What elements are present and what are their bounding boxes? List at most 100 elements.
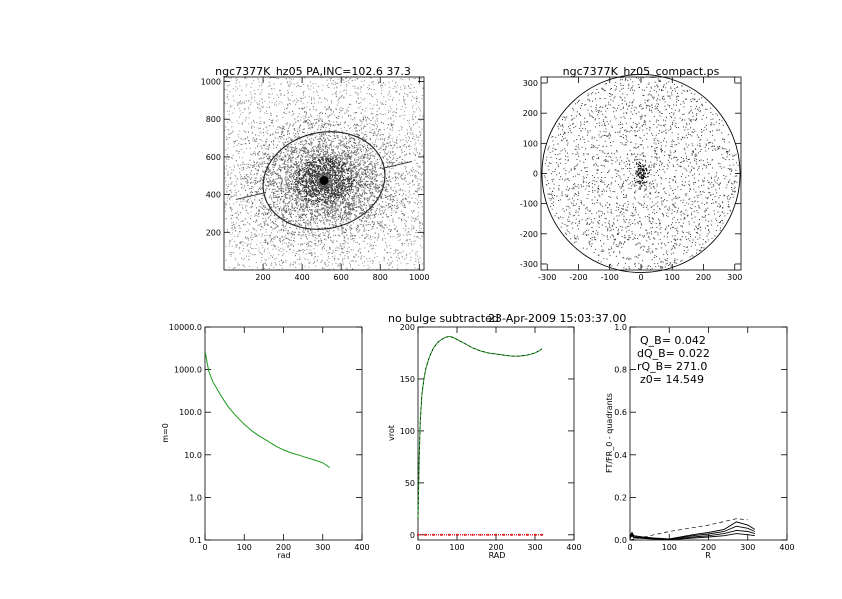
panel1-noise-pixel bbox=[342, 136, 343, 137]
panel1-noise-pixel bbox=[311, 117, 312, 118]
panel1-noise-pixel bbox=[284, 95, 285, 96]
panel1-galaxy-pixel bbox=[379, 209, 380, 210]
panel1-noise-pixel bbox=[258, 128, 259, 129]
panel1-noise-pixel bbox=[305, 161, 306, 162]
panel1-galaxy-pixel bbox=[320, 199, 321, 200]
panel1-galaxy-pixel bbox=[406, 171, 407, 172]
panel1-noise-pixel bbox=[338, 79, 339, 80]
panel1-noise-pixel bbox=[294, 241, 295, 242]
panel1-noise-pixel bbox=[374, 257, 375, 258]
panel1-noise-pixel bbox=[234, 108, 235, 109]
panel1-galaxy-pixel bbox=[325, 194, 326, 195]
panel1-noise-pixel bbox=[364, 228, 365, 229]
panel1-galaxy-pixel bbox=[255, 178, 256, 179]
panel1-noise-pixel bbox=[316, 91, 317, 92]
panel1-noise-pixel bbox=[414, 202, 415, 203]
panel1-galaxy-pixel bbox=[269, 197, 270, 198]
panel1-galaxy-pixel bbox=[382, 210, 383, 211]
panel1-noise-pixel bbox=[266, 229, 267, 230]
panel1-noise-pixel bbox=[317, 259, 318, 260]
panel1-noise-pixel bbox=[261, 204, 262, 205]
panel1-galaxy-pixel bbox=[369, 190, 370, 191]
panel1-noise-pixel bbox=[378, 82, 379, 83]
panel1-galaxy-pixel bbox=[380, 225, 381, 226]
panel1-noise-pixel bbox=[253, 120, 254, 121]
panel1-noise-pixel bbox=[338, 182, 339, 183]
panel1-noise-pixel bbox=[266, 163, 267, 164]
panel1-noise-pixel bbox=[396, 192, 397, 193]
panel1-galaxy-pixel bbox=[324, 239, 325, 240]
panel1-noise-pixel bbox=[291, 138, 292, 139]
panel1-galaxy-pixel bbox=[349, 150, 350, 151]
panel1-noise-pixel bbox=[370, 161, 371, 162]
panel1-galaxy-pixel bbox=[347, 173, 348, 174]
panel1-noise-pixel bbox=[341, 149, 342, 150]
panel1-galaxy-pixel bbox=[323, 246, 324, 247]
panel1-galaxy-pixel bbox=[311, 127, 312, 128]
panel1-galaxy-pixel bbox=[346, 219, 347, 220]
panel1-noise-pixel bbox=[420, 78, 421, 79]
panel1-noise-pixel bbox=[389, 142, 390, 143]
panel1-noise-pixel bbox=[231, 215, 232, 216]
panel1-noise-pixel bbox=[236, 151, 237, 152]
panel1-galaxy-pixel bbox=[310, 241, 311, 242]
panel1-noise-pixel bbox=[286, 223, 287, 224]
panel1-galaxy-pixel bbox=[340, 205, 341, 206]
panel1-noise-pixel bbox=[395, 91, 396, 92]
panel1-noise-pixel bbox=[276, 116, 277, 117]
panel1-noise-pixel bbox=[286, 243, 287, 244]
panel1-noise-pixel bbox=[354, 154, 355, 155]
panel1-noise-pixel bbox=[327, 85, 328, 86]
panel1-galaxy-pixel bbox=[351, 155, 352, 156]
panel1-noise-pixel bbox=[389, 93, 390, 94]
panel1-galaxy-pixel bbox=[249, 143, 250, 144]
panel1-noise-pixel bbox=[299, 126, 300, 127]
panel1-galaxy-pixel bbox=[319, 154, 320, 155]
panel1-noise-pixel bbox=[261, 188, 262, 189]
panel1-noise-pixel bbox=[262, 152, 263, 153]
panel1-noise-pixel bbox=[242, 245, 243, 246]
panel1-noise-pixel bbox=[417, 178, 418, 179]
panel1-galaxy-pixel bbox=[271, 185, 272, 186]
panel1-galaxy-pixel bbox=[375, 178, 376, 179]
panel1-noise-pixel bbox=[225, 202, 226, 203]
panel1-galaxy-pixel bbox=[328, 220, 329, 221]
panel1-noise-pixel bbox=[401, 126, 402, 127]
panel1-noise-pixel bbox=[395, 83, 396, 84]
panel1-galaxy-pixel bbox=[304, 171, 305, 172]
panel1-noise-pixel bbox=[419, 127, 420, 128]
panel1-noise-pixel bbox=[404, 118, 405, 119]
panel1-noise-pixel bbox=[320, 262, 321, 263]
panel1-noise-pixel bbox=[401, 78, 402, 79]
panel1-noise-pixel bbox=[298, 195, 299, 196]
panel1-noise-pixel bbox=[314, 221, 315, 222]
panel1-noise-pixel bbox=[340, 97, 341, 98]
panel1-galaxy-pixel bbox=[395, 177, 396, 178]
panel1-noise-pixel bbox=[293, 163, 294, 164]
panel1-noise-pixel bbox=[253, 161, 254, 162]
panel1-galaxy-pixel bbox=[265, 292, 266, 293]
panel1-noise-pixel bbox=[226, 205, 227, 206]
panel1-noise-pixel bbox=[344, 113, 345, 114]
panel1-noise-pixel bbox=[245, 101, 246, 102]
panel1-noise-pixel bbox=[419, 167, 420, 168]
panel1-noise-pixel bbox=[422, 214, 423, 215]
panel1-noise-pixel bbox=[275, 193, 276, 194]
panel1-galaxy-pixel bbox=[254, 184, 255, 185]
panel1-noise-pixel bbox=[338, 265, 339, 266]
panel1-noise-pixel bbox=[422, 98, 423, 99]
panel1-galaxy-pixel bbox=[300, 199, 301, 200]
panel1-noise-pixel bbox=[289, 137, 290, 138]
panel1-noise-pixel bbox=[310, 250, 311, 251]
panel1-noise-pixel bbox=[417, 251, 418, 252]
panel1-galaxy-pixel bbox=[352, 146, 353, 147]
panel1-noise-pixel bbox=[410, 141, 411, 142]
panel1-galaxy-pixel bbox=[408, 184, 409, 185]
panel1-galaxy-pixel bbox=[373, 135, 374, 136]
panel1-noise-pixel bbox=[395, 229, 396, 230]
panel1-noise-pixel bbox=[254, 139, 255, 140]
panel1-galaxy-pixel bbox=[370, 192, 371, 193]
panel1-galaxy-pixel bbox=[316, 147, 317, 148]
panel1-galaxy-pixel bbox=[383, 149, 384, 150]
panel1-galaxy-pixel bbox=[365, 192, 366, 193]
